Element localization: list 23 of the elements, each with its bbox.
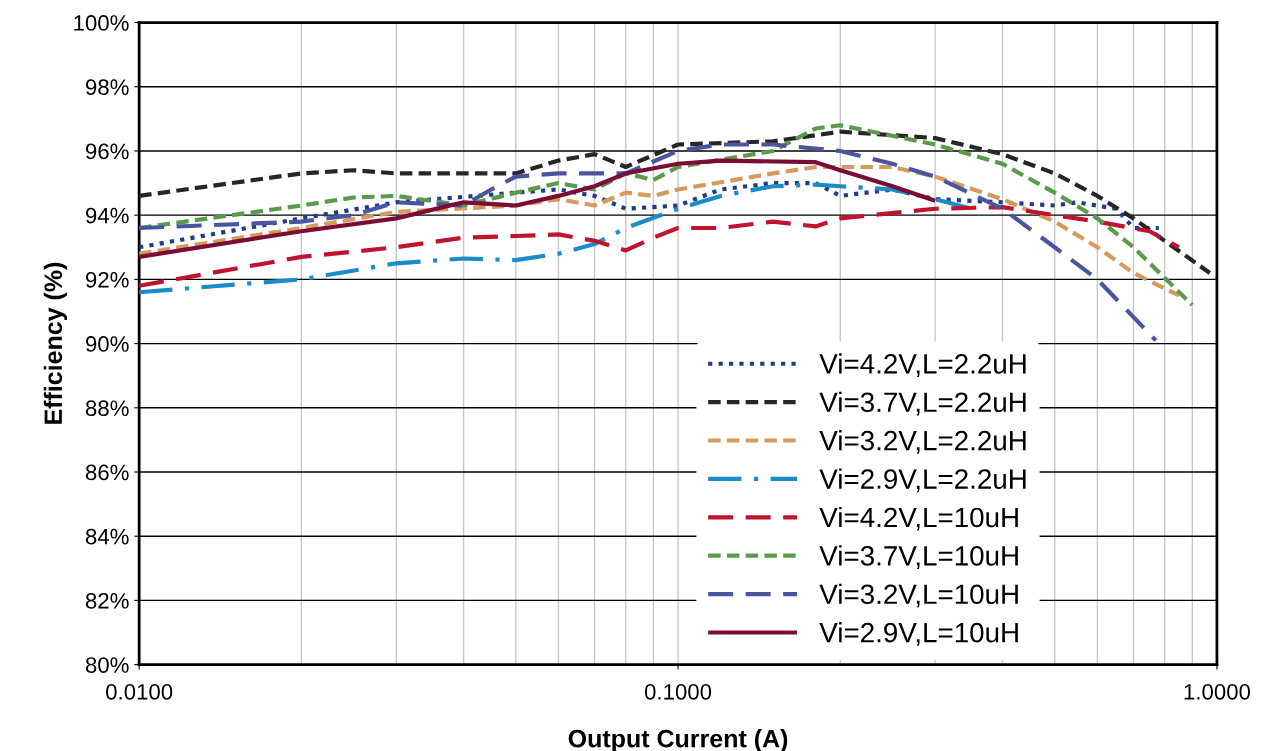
legend-label: Vi=2.9V,L=2.2uH	[819, 468, 1026, 493]
y-tick-label: 98%	[85, 79, 129, 96]
legend-label: Vi=4.2V,L=2.2uH	[819, 353, 1026, 377]
legend-label: Vi=3.2V,L=10uH	[819, 583, 1018, 608]
y-tick-label: 86%	[85, 464, 129, 481]
y-tick-label: 90%	[85, 336, 129, 352]
x-tick-label: 1.0000	[1184, 683, 1251, 700]
legend-label: Vi=3.2V,L=2.2uH	[819, 430, 1026, 454]
y-tick-label: 92%	[85, 271, 129, 288]
y-axis-title: Efficiency (%)	[43, 262, 68, 424]
legend-label: Vi=2.9V,L=10uH	[819, 622, 1018, 646]
y-tick-label: 84%	[85, 528, 129, 545]
legend-label: Vi=3.7V,L=10uH	[819, 545, 1018, 569]
x-tick-label: 0.1000	[644, 683, 712, 700]
legend-label: Vi=4.2V,L=10uH	[819, 506, 1018, 531]
y-tick-label: 96%	[85, 143, 129, 160]
y-tick-label: 80%	[85, 657, 129, 673]
y-tick-label: 82%	[85, 592, 129, 609]
x-tick-label: 0.0100	[106, 683, 173, 700]
legend-label: Vi=3.7V,L=2.2uH	[819, 391, 1026, 416]
y-tick-label: 88%	[85, 400, 129, 417]
y-tick-label: 94%	[85, 207, 129, 224]
y-tick-label: 100%	[74, 15, 129, 31]
